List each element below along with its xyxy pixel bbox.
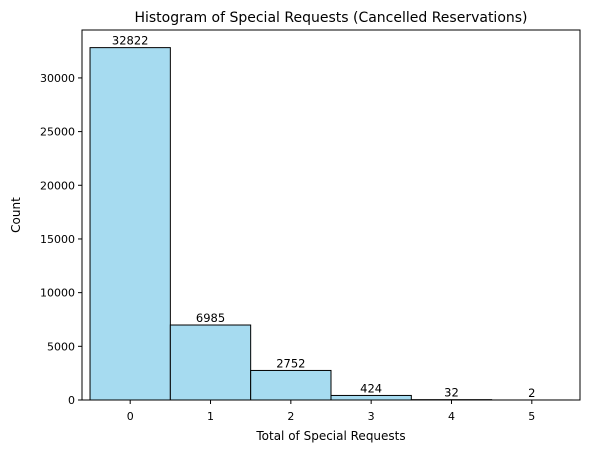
y-tick-label: 10000 (40, 287, 75, 300)
y-tick-label: 25000 (40, 126, 75, 139)
y-tick-label: 15000 (40, 233, 75, 246)
bar-0 (89, 47, 171, 401)
y-tick-label: 5000 (47, 340, 75, 353)
y-axis: 0 5000 10000 15000 20000 25000 30000 (40, 72, 82, 407)
x-axis-label: Total of Special Requests (255, 429, 405, 443)
x-tick-label: 5 (528, 410, 535, 423)
bar-value-label-4: 32 (444, 386, 459, 400)
x-axis: 0 1 2 3 4 5 (127, 400, 535, 423)
y-tick-label: 20000 (40, 179, 75, 192)
bar-value-label-1: 6985 (196, 311, 225, 325)
x-tick-label: 1 (207, 410, 214, 423)
bars-group (89, 47, 573, 401)
y-tick-label: 30000 (40, 72, 75, 85)
bar-value-label-2: 2752 (276, 356, 305, 370)
bar-value-label-5: 2 (528, 386, 535, 400)
x-tick-label: 0 (127, 410, 134, 423)
y-tick-label: 0 (68, 394, 75, 407)
bar-2 (250, 369, 332, 401)
bar-3 (330, 394, 412, 401)
x-tick-label: 2 (287, 410, 294, 423)
plot-frame (81, 29, 581, 401)
x-tick-label: 4 (448, 410, 455, 423)
y-axis-label: Count (9, 197, 23, 233)
bar-labels-group: 32822 6985 2752 424 32 2 (112, 34, 536, 400)
x-tick-label: 3 (368, 410, 375, 423)
chart-title: Histogram of Special Requests (Cancelled… (134, 10, 527, 26)
bar-1 (169, 324, 252, 401)
bar-value-label-3: 424 (360, 381, 382, 395)
bar-value-label-0: 32822 (112, 34, 149, 48)
